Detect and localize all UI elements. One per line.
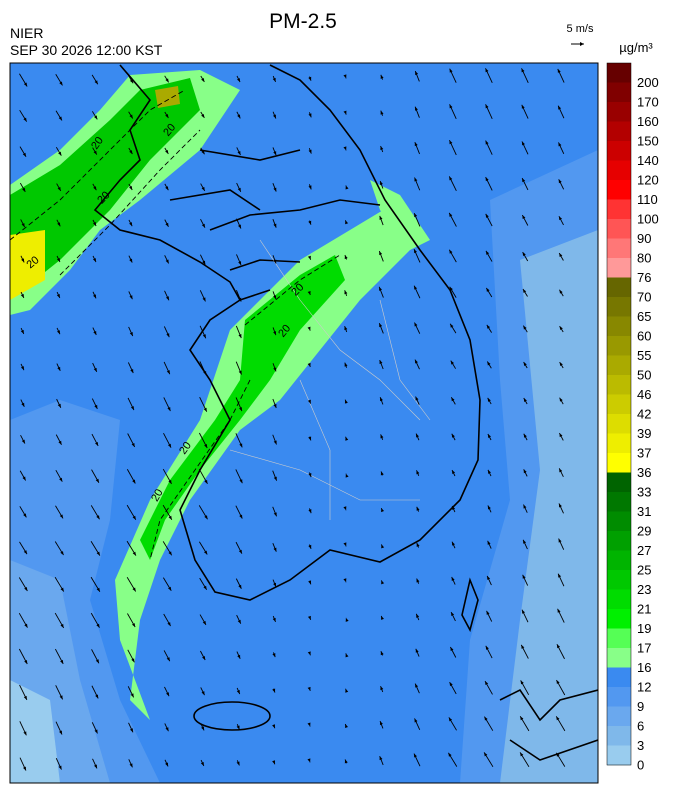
colorbar-swatch xyxy=(607,590,631,610)
colorbar-label: 25 xyxy=(637,563,651,578)
colorbar-swatch xyxy=(607,414,631,434)
colorbar-label: 19 xyxy=(637,621,651,636)
colorbar-label: 120 xyxy=(637,173,659,188)
colorbar-swatch xyxy=(607,83,631,103)
colorbar-swatch xyxy=(607,687,631,707)
colorbar-swatch xyxy=(607,63,631,83)
colorbar-label: 29 xyxy=(637,524,651,539)
colorbar-label: 76 xyxy=(637,270,651,285)
colorbar-swatch xyxy=(607,141,631,161)
colorbar-label: 200 xyxy=(637,75,659,90)
colorbar-label: 9 xyxy=(637,699,644,714)
colorbar-swatch xyxy=(607,707,631,727)
colorbar-swatch xyxy=(607,200,631,220)
colorbar-label: 31 xyxy=(637,504,651,519)
colorbar-label: 23 xyxy=(637,582,651,597)
colorbar-label: 17 xyxy=(637,641,651,656)
colorbar-swatch xyxy=(607,512,631,532)
colorbar-label: 33 xyxy=(637,485,651,500)
wind-scale-label: 5 m/s xyxy=(567,23,594,35)
colorbar-label: 39 xyxy=(637,426,651,441)
colorbar-label: 60 xyxy=(637,329,651,344)
colorbar-swatch xyxy=(607,629,631,649)
colorbar-swatch xyxy=(607,726,631,746)
colorbar-label: 37 xyxy=(637,446,651,461)
colorbar: 2001701601501401201101009080767065605550… xyxy=(607,63,659,773)
colorbar-label: 110 xyxy=(637,192,658,207)
colorbar-swatch xyxy=(607,122,631,142)
colorbar-swatch xyxy=(607,395,631,415)
colorbar-swatch xyxy=(607,492,631,512)
colorbar-swatch xyxy=(607,375,631,395)
wind-scale-arrow xyxy=(571,42,584,46)
map-title: PM-2.5 xyxy=(269,10,337,33)
colorbar-label: 100 xyxy=(637,212,659,227)
colorbar-label: 55 xyxy=(637,348,651,363)
colorbar-label: 16 xyxy=(637,660,651,675)
colorbar-swatch xyxy=(607,180,631,200)
unit-label: µg/m³ xyxy=(619,40,653,55)
colorbar-label: 90 xyxy=(637,231,651,246)
colorbar-swatch xyxy=(607,453,631,473)
colorbar-label: 36 xyxy=(637,465,651,480)
agency: NIER xyxy=(10,25,43,41)
colorbar-label: 170 xyxy=(637,95,659,110)
colorbar-swatch xyxy=(607,551,631,571)
colorbar-label: 42 xyxy=(637,407,651,422)
colorbar-swatch xyxy=(607,609,631,629)
colorbar-label: 12 xyxy=(637,680,651,695)
colorbar-swatch xyxy=(607,648,631,668)
colorbar-swatch xyxy=(607,668,631,688)
colorbar-swatch xyxy=(607,336,631,356)
colorbar-label: 150 xyxy=(637,134,659,149)
colorbar-swatch xyxy=(607,531,631,551)
colorbar-swatch xyxy=(607,570,631,590)
colorbar-label: 50 xyxy=(637,368,651,383)
colorbar-swatch xyxy=(607,278,631,298)
timestamp: SEP 30 2026 12:00 KST xyxy=(10,42,163,58)
colorbar-label: 46 xyxy=(637,387,651,402)
colorbar-label: 27 xyxy=(637,543,651,558)
colorbar-label: 0 xyxy=(637,758,644,773)
colorbar-swatch xyxy=(607,297,631,317)
colorbar-swatch xyxy=(607,746,631,766)
colorbar-label: 70 xyxy=(637,290,651,305)
colorbar-swatch xyxy=(607,258,631,278)
colorbar-label: 140 xyxy=(637,153,659,168)
colorbar-label: 65 xyxy=(637,309,651,324)
colorbar-label: 3 xyxy=(637,738,644,753)
colorbar-swatch xyxy=(607,356,631,376)
colorbar-swatch xyxy=(607,102,631,122)
colorbar-swatch xyxy=(607,317,631,337)
colorbar-swatch xyxy=(607,434,631,454)
colorbar-label: 6 xyxy=(637,719,644,734)
colorbar-label: 80 xyxy=(637,251,651,266)
colorbar-swatch xyxy=(607,473,631,493)
colorbar-swatch xyxy=(607,239,631,259)
colorbar-swatch xyxy=(607,219,631,239)
colorbar-swatch xyxy=(607,161,631,181)
colorbar-label: 160 xyxy=(637,114,659,129)
colorbar-label: 21 xyxy=(637,602,651,617)
